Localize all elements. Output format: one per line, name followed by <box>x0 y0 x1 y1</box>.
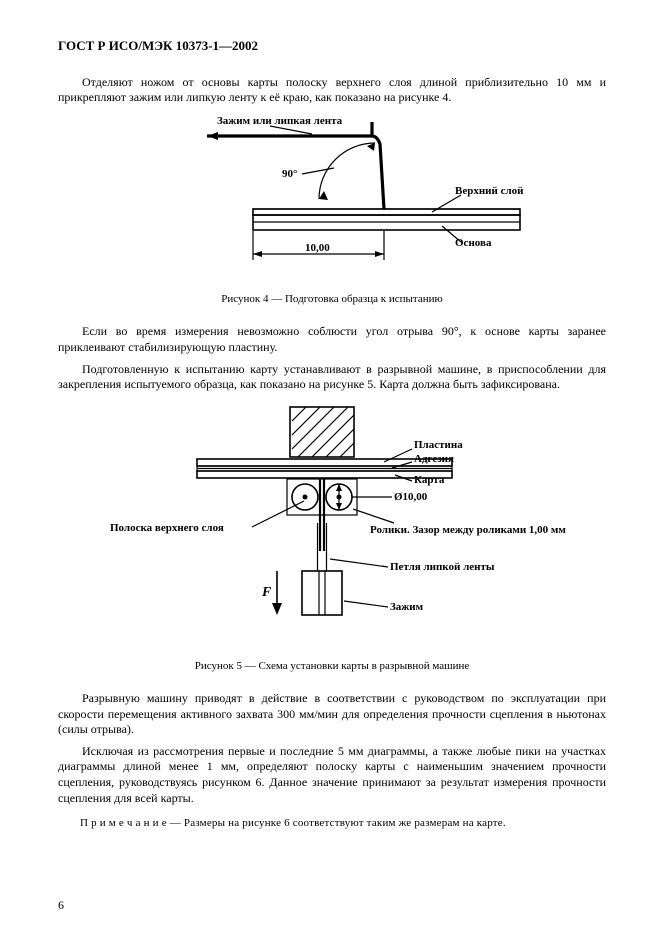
paragraph-4: Разрывную машину приводят в действие в с… <box>58 691 606 738</box>
paragraph-2: Если во время измерения невозможно соблю… <box>58 324 606 355</box>
paragraph-3: Подготовленную к испытанию карту устанав… <box>58 362 606 393</box>
figure-5-svg: Пластина Адгезия Карта <box>92 401 572 651</box>
figure-5: Пластина Адгезия Карта <box>58 401 606 651</box>
figure-4-svg: Зажим или липкая лента 90° Верхний слой … <box>122 114 542 284</box>
fig5-label-clamp: Зажим <box>390 601 424 613</box>
fig4-label-base: Основа <box>455 237 492 249</box>
fig5-label-adhesion: Адгезия <box>414 453 454 465</box>
fig4-label-angle: 90° <box>282 168 297 180</box>
fig5-label-diam: Ø10,00 <box>394 491 428 503</box>
fig5-label-loop: Петля липкой ленты <box>390 561 495 573</box>
document-header: ГОСТ Р ИСО/МЭК 10373-1—2002 <box>58 38 606 55</box>
fig4-label-toplayer: Верхний слой <box>455 185 524 197</box>
fig5-label-card: Карта <box>414 474 445 486</box>
paragraph-5: Исключая из рассмотрения первые и послед… <box>58 744 606 806</box>
fig4-label-dim: 10,00 <box>305 242 330 254</box>
note: П р и м е ч а н и е — Размеры на рисунке… <box>58 816 606 830</box>
fig4-label-clamp: Зажим или липкая лента <box>217 115 343 127</box>
figure-4-caption: Рисунок 4 — Подготовка образца к испытан… <box>58 292 606 306</box>
fig5-label-plate: Пластина <box>414 439 463 451</box>
figure-4: Зажим или липкая лента 90° Верхний слой … <box>58 114 606 284</box>
page-number: 6 <box>58 898 64 914</box>
paragraph-1: Отделяют ножом от основы карты полоску в… <box>58 75 606 106</box>
fig5-label-force: F <box>261 585 272 600</box>
fig5-label-strip: Полоска верхнего слоя <box>110 522 224 534</box>
fig5-label-rollers: Ролики. Зазор между роликами 1,00 мм <box>370 524 566 536</box>
figure-5-caption: Рисунок 5 — Схема установки карты в разр… <box>58 659 606 673</box>
